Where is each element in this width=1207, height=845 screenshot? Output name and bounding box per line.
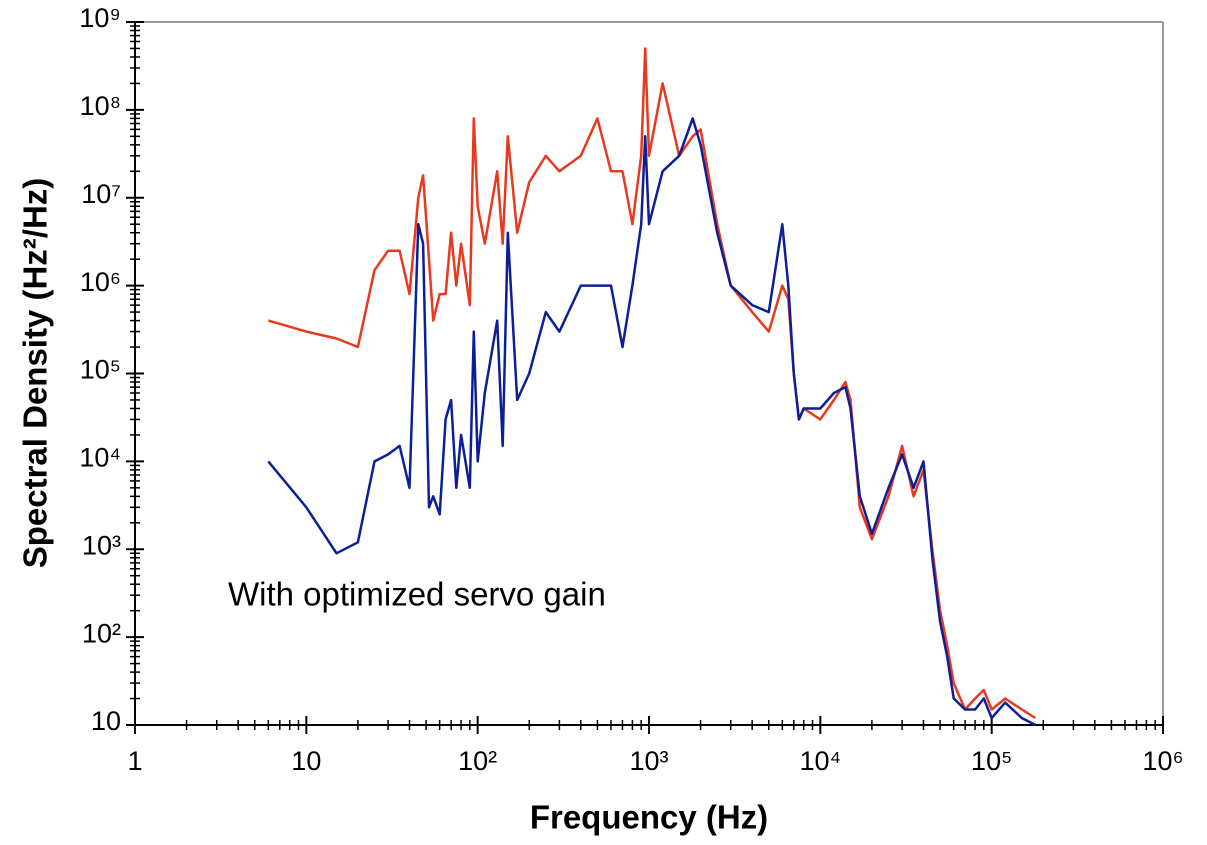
y-tick-label: 10² [82, 618, 121, 648]
y-tick-label: 10⁷ [81, 179, 121, 209]
y-tick-label: 10³ [82, 530, 121, 560]
x-tick-label: 10² [458, 746, 497, 776]
x-tick-label: 1 [127, 746, 142, 776]
y-axis-title: Spectral Density (Hz²/Hz) [17, 178, 54, 569]
y-tick-label: 10⁸ [80, 91, 121, 121]
y-tick-label: 10⁶ [80, 267, 121, 297]
y-tick-label: 10⁵ [80, 355, 121, 385]
y-tick-label: 10⁹ [79, 3, 121, 33]
x-tick-label: 10⁵ [971, 746, 1012, 776]
series-line [267, 47, 1037, 720]
annotation: With optimized servo gain [228, 576, 606, 613]
series-line [267, 117, 1036, 727]
x-tick-label: 10⁴ [800, 746, 842, 776]
y-tick-label: 10 [91, 706, 121, 736]
x-tick-label: 10⁶ [1142, 746, 1183, 776]
x-tick-label: 10 [291, 746, 321, 776]
x-axis-title: Frequency (Hz) [530, 799, 768, 836]
x-tick-label: 10³ [629, 746, 668, 776]
y-tick-label: 10⁴ [79, 443, 121, 473]
